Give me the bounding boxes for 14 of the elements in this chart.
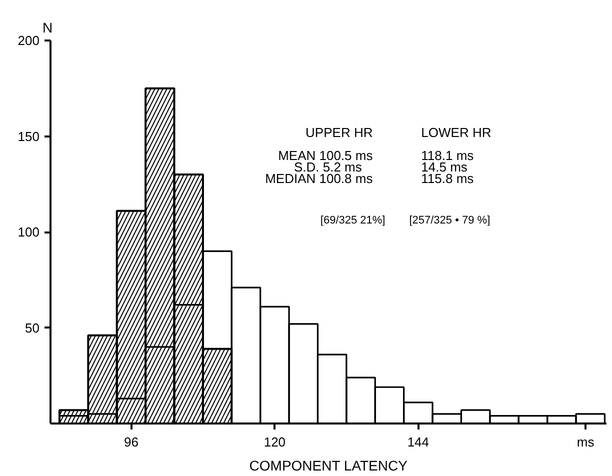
annotation: [69/325 21%] bbox=[320, 214, 386, 227]
y-tick-label: 100 bbox=[18, 224, 40, 240]
x-tick-label: 144 bbox=[407, 434, 430, 450]
y-axis-title: N bbox=[42, 20, 53, 36]
x-tick-label: 120 bbox=[264, 434, 286, 450]
annotation: LOWER HR bbox=[421, 124, 492, 140]
x-tick-label: 96 bbox=[124, 434, 138, 450]
annotation: UPPER HR bbox=[306, 124, 373, 140]
x-axis-title: COMPONENT LATENCY bbox=[249, 458, 408, 474]
y-tick-label: 150 bbox=[18, 128, 40, 144]
x-tick-label: ms bbox=[576, 434, 595, 450]
annotation: [257/325 • 79 %] bbox=[409, 214, 490, 227]
y-tick-label: 50 bbox=[25, 320, 40, 336]
y-tick-label: 200 bbox=[18, 33, 40, 48]
